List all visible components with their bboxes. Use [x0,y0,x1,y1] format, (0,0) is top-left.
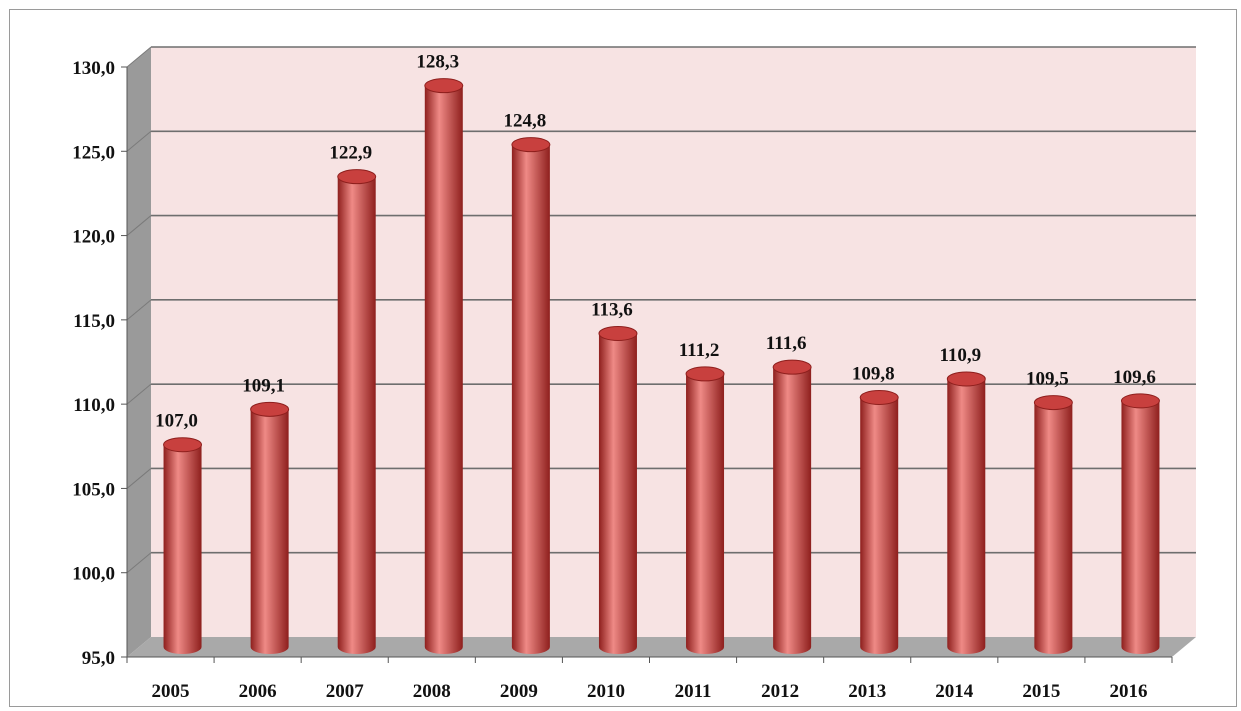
x-axis: 2005 2006 2007 2008 2009 2010 2011 2012 2013 2014… [126,656,1173,702]
x-tick-label: 2009 [500,681,538,702]
bar-top [337,169,377,185]
bar-top [163,437,203,453]
bars [163,78,1160,654]
x-tick-label: 2014 [935,681,974,702]
x-tick-label: 2007 [326,681,365,702]
data-label: 107,0 [155,411,198,432]
bar [337,169,377,654]
data-label: 110,9 [939,345,981,366]
bar-top [424,78,464,94]
plot-walls [127,46,1196,657]
bar-body [511,144,550,654]
x-tick-label: 2016 [1109,681,1147,702]
bar-top [1120,393,1160,409]
data-label: 113,6 [591,299,633,320]
x-tick-label: 2011 [675,681,712,702]
y-tick-label: 115,0 [73,311,115,332]
y-tick-label: 120,0 [72,227,115,248]
data-label: 109,5 [1026,369,1069,390]
bar-top [598,325,638,341]
bar-body [250,409,289,654]
data-label: 109,6 [1113,367,1156,388]
bar-body [337,176,376,654]
x-tick-label: 2006 [239,681,277,702]
gridline-side [126,468,152,489]
bar-body [163,444,202,654]
gridline-side [126,46,152,68]
bar-body [1034,402,1073,654]
bar [772,359,812,654]
floor [127,637,1196,657]
y-axis: 95,0 100,0 105,0 110,0 115,0 120,0 125,0 130,0 [72,58,128,669]
bar-top [250,401,290,417]
bar-top [946,371,986,387]
bar [511,137,551,654]
bar [1033,395,1073,654]
bar-top [859,390,899,406]
y-tick-label: 110,0 [73,395,115,416]
gridline-side [126,299,152,321]
y-tick-label: 100,0 [72,564,115,585]
bar-body [947,378,986,654]
bar [859,390,899,654]
x-tick-label: 2015 [1022,681,1060,702]
data-labels: 107,0 109,1 122,9 128,3 124,8 113,6 111,2 111,6… [155,52,1156,432]
bar [424,78,464,654]
x-tick-label: 2010 [587,681,625,702]
bar [250,401,290,654]
bar-body [686,373,725,654]
data-label: 124,8 [504,111,547,132]
y-tick-label: 95,0 [82,648,115,669]
bar [685,366,725,654]
bar-body [598,333,637,654]
gridline-side [126,552,152,574]
bar-body [424,85,463,654]
bar-top [511,137,551,153]
x-tick-label: 2008 [413,681,451,702]
bar-body [773,367,812,654]
gridlines [126,46,1196,574]
y-tick-label: 125,0 [72,142,115,163]
back-wall [151,47,1196,637]
data-label: 111,6 [766,333,807,354]
bar [1120,393,1160,654]
y-tick-label: 130,0 [72,58,115,79]
data-label: 111,2 [679,340,720,361]
data-label: 128,3 [416,52,459,73]
gridline-side [126,130,152,152]
x-tick-label: 2013 [848,681,886,702]
y-tick-label: 105,0 [72,479,115,500]
gridline-side [126,383,152,405]
x-tick-label: 2005 [152,681,190,702]
bar-top [1033,395,1073,411]
side-wall [127,47,151,657]
data-label: 109,8 [852,364,895,385]
bar-top [772,359,812,375]
gridline-side [126,215,152,236]
bar [946,371,986,654]
bar [163,437,203,654]
bar-body [1121,400,1160,654]
data-label: 122,9 [329,143,372,164]
bar-body [860,397,899,654]
bar-top [685,366,725,382]
x-tick-label: 2012 [761,681,799,702]
data-label: 109,1 [242,375,285,396]
bar [598,325,638,654]
